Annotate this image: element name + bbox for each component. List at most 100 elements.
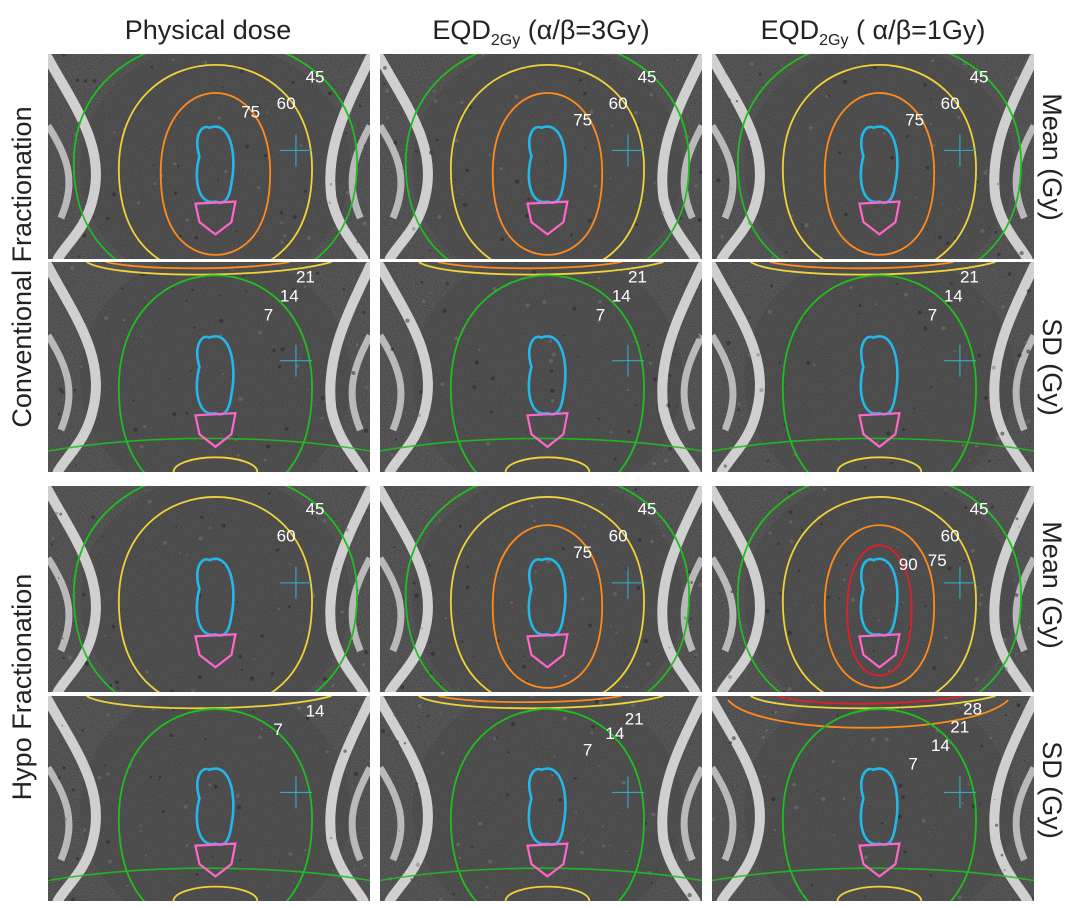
ct-speckle (827, 595, 831, 600)
ct-speckle (836, 714, 839, 717)
dose-label-60: 60 (941, 526, 960, 545)
ct-speckle (1014, 593, 1019, 598)
ct-speckle (932, 665, 937, 671)
bone-right-inner (348, 333, 370, 432)
sd-lower-line (712, 867, 1034, 882)
ct-speckle (808, 125, 813, 130)
ct-speckle (61, 390, 65, 394)
ct-speckle (1000, 853, 1004, 857)
ct-speckle (380, 729, 386, 734)
ct-speckle (630, 703, 635, 708)
ct-speckle (551, 352, 556, 357)
ct-speckle (609, 430, 613, 434)
ct-speckle (403, 741, 407, 745)
ct-speckle (735, 99, 739, 103)
ct-speckle (420, 280, 424, 284)
ct-speckle (880, 822, 884, 825)
ct-speckle (985, 168, 988, 171)
ct-speckle (331, 684, 335, 688)
ct-speckle (509, 600, 513, 604)
ct-speckle (801, 226, 804, 229)
ct-speckle (499, 167, 503, 171)
ct-speckle (125, 884, 129, 887)
ct-speckle (470, 845, 474, 848)
bone-left-outer (380, 54, 434, 259)
ct-speckle (650, 881, 653, 884)
ct-speckle (234, 436, 237, 439)
ct-speckle (974, 444, 979, 448)
ct-speckle (992, 268, 995, 272)
ct-speckle (759, 388, 764, 393)
soft-tissue (744, 262, 1015, 472)
ct-speckle (727, 674, 733, 680)
second-organ-contour (526, 633, 569, 669)
ct-speckle (478, 821, 483, 826)
ct-speckle (191, 689, 196, 692)
ct-speckle (291, 81, 295, 85)
ct-speckle (493, 736, 497, 741)
column-header-eqd2-ab1: EQD2Gy ( α/β=1Gy) (712, 10, 1034, 50)
ct-speckle (923, 326, 928, 331)
bone-right-inner (1012, 333, 1034, 432)
column-header-subscript: 2Gy (490, 32, 521, 49)
ct-speckle (315, 271, 320, 275)
dose-label-7: 7 (928, 305, 937, 324)
second-organ-contour (858, 200, 901, 236)
ct-speckle (81, 728, 84, 732)
ct-speckle (222, 372, 225, 376)
ct-speckle (139, 824, 143, 827)
ct-speckle (258, 735, 262, 739)
ct-speckle (382, 82, 386, 85)
ct-speckle (185, 299, 188, 302)
ct-speckle (1001, 305, 1005, 309)
ct-speckle (800, 528, 804, 532)
isodose-45-line (72, 486, 359, 692)
ct-speckle (983, 170, 988, 175)
dose-panel-r2-c1: 45 60 75 (380, 486, 702, 692)
ct-speckle (158, 775, 162, 779)
ct-speckle (643, 639, 648, 644)
ct-speckle (101, 535, 104, 538)
ct-speckle (546, 160, 549, 163)
ct-speckle (973, 81, 976, 84)
ct-speckle (304, 848, 307, 852)
ct-speckle (601, 844, 606, 848)
ct-speckle (178, 234, 182, 238)
ct-speckle (104, 315, 109, 321)
ct-speckle (437, 214, 442, 219)
ct-speckle (1026, 289, 1031, 293)
ct-speckle (289, 563, 292, 566)
ct-speckle (510, 721, 516, 727)
ct-speckle (61, 637, 64, 640)
column-header-suffix: (α/β=3Gy) (520, 15, 650, 45)
ct-speckle (876, 440, 880, 444)
ct-speckle (995, 436, 1000, 441)
ct-speckle (782, 690, 786, 692)
dose-label-75: 75 (573, 543, 592, 562)
ct-speckle (572, 306, 577, 311)
ct-speckle (251, 710, 255, 713)
ct-speckle (444, 616, 448, 620)
ct-speckle (253, 658, 256, 660)
sd-upper-line (750, 262, 996, 276)
column-header-prefix: EQD (760, 15, 820, 45)
ct-speckle (728, 741, 733, 745)
ct-speckle (358, 104, 362, 108)
ct-speckle (698, 170, 702, 175)
ct-speckle (944, 492, 947, 495)
dose-panel-r2-c0: 45 60 (48, 486, 370, 692)
ct-speckle (1007, 272, 1012, 276)
ct-speckle (926, 228, 929, 231)
ct-speckle (335, 567, 338, 570)
dose-panel-r0-c1: 45 60 75 (380, 54, 702, 259)
ct-speckle (236, 805, 242, 810)
bone-left-inner (48, 123, 73, 220)
ct-speckle (943, 798, 946, 801)
ct-speckle (171, 58, 175, 62)
sd-7-line (117, 274, 313, 472)
dose-label-60: 60 (941, 94, 960, 113)
ct-speckle (83, 79, 88, 83)
ct-speckle (820, 522, 823, 526)
ct-speckle (57, 577, 60, 579)
dose-panel-r1-c1: 21 14 7 (380, 262, 702, 472)
